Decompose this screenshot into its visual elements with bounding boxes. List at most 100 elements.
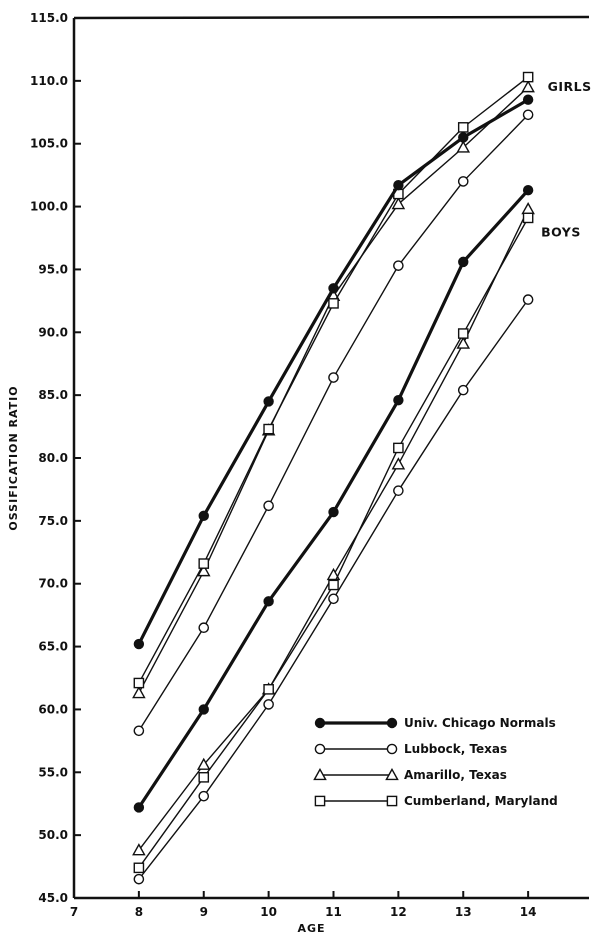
- x-tick-label: 8: [135, 905, 143, 919]
- data-point-girls: [198, 510, 209, 522]
- axes: [72, 15, 590, 900]
- y-tick-label: 115.0: [30, 11, 68, 25]
- legend-marker: [385, 767, 399, 781]
- x-tick-label: 13: [455, 905, 472, 919]
- y-tick-label: 110.0: [30, 74, 68, 88]
- data-point-boys: [328, 506, 339, 518]
- data-point-girls: [263, 423, 274, 435]
- data-point-girls: [133, 638, 145, 650]
- data-point-girls: [133, 725, 145, 737]
- legend-item: Amarillo, Texas: [313, 767, 507, 782]
- series-univ-chicago-normals-girls: [133, 94, 534, 650]
- data-point-boys: [263, 596, 274, 607]
- data-point-boys: [393, 394, 404, 406]
- data-point-boys: [522, 294, 534, 305]
- x-ticks: 7 8 9 10 11 12 13 14: [70, 891, 537, 919]
- series-univ-chicago-normals-boys: [133, 185, 534, 813]
- data-point-girls: [521, 80, 535, 93]
- data-point-boys: [328, 593, 339, 605]
- data-point-girls: [391, 197, 406, 210]
- series-amarillo-texas-girls: [132, 80, 535, 699]
- series-cumberland-maryland-girls: [133, 71, 534, 689]
- data-point-boys: [457, 328, 469, 339]
- legend-marker: [313, 767, 327, 781]
- data-point-girls: [328, 283, 339, 294]
- data-point-girls: [457, 176, 469, 187]
- group-labels: GIRLS BOYS: [541, 79, 591, 240]
- series-line-girls: [138, 114, 529, 732]
- data-point-girls: [198, 622, 210, 634]
- legend-item: Lubbock, Texas: [314, 742, 507, 756]
- series-lubbock-texas-boys: [133, 294, 534, 885]
- legend: Univ. Chicago Normals Lubbock, Texas Amari…: [313, 716, 558, 808]
- y-tick-label: 55.0: [38, 765, 68, 779]
- x-tick-label: 7: [70, 905, 78, 919]
- data-point-boys: [328, 579, 339, 591]
- y-tick-label: 105.0: [30, 137, 68, 151]
- data-point-boys: [133, 802, 145, 813]
- series-line-girls: [137, 98, 530, 646]
- group-label-boys: BOYS: [541, 225, 581, 240]
- legend-label: Lubbock, Texas: [404, 742, 507, 756]
- legend-label: Amarillo, Texas: [404, 768, 507, 782]
- series-lubbock-texas-girls: [133, 109, 534, 737]
- data-point-boys: [326, 567, 341, 581]
- data-point-boys: [522, 212, 534, 224]
- data-point-boys: [132, 843, 146, 856]
- y-tick-label: 45.0: [38, 891, 68, 905]
- x-axis-title: AGE: [297, 922, 325, 935]
- data-point-girls: [132, 686, 146, 699]
- x-tick-label: 9: [200, 905, 208, 919]
- data-point-boys: [521, 202, 535, 215]
- data-point-girls: [393, 179, 404, 191]
- x-tick-label: 12: [390, 905, 407, 919]
- data-point-girls: [393, 260, 404, 271]
- x-tick-label: 14: [520, 905, 537, 919]
- legend-marker: [386, 743, 398, 755]
- data-point-boys: [393, 442, 404, 454]
- legend-marker: [314, 717, 326, 729]
- y-tick-label: 80.0: [38, 451, 68, 465]
- data-point-girls: [457, 122, 469, 133]
- x-tick-label: 10: [260, 905, 277, 919]
- data-point-girls: [196, 564, 211, 577]
- legend-marker: [314, 795, 326, 807]
- legend-marker: [314, 743, 326, 755]
- data-point-boys: [393, 485, 404, 496]
- y-tick-label: 70.0: [38, 577, 68, 591]
- data-point-girls: [522, 94, 534, 105]
- y-tick-label: 100.0: [30, 200, 68, 214]
- data-point-boys: [456, 336, 471, 349]
- y-tick-label: 50.0: [38, 828, 68, 842]
- data-point-girls: [328, 298, 339, 309]
- data-point-boys: [263, 699, 274, 710]
- y-tick-label: 65.0: [38, 640, 68, 654]
- y-tick-label: 60.0: [38, 702, 68, 716]
- data-point-boys: [457, 384, 469, 396]
- legend-label: Univ. Chicago Normals: [404, 716, 556, 730]
- data-point-girls: [522, 71, 534, 83]
- y-tick-label: 75.0: [38, 514, 68, 528]
- legend-item: Univ. Chicago Normals: [314, 716, 556, 730]
- top-axis-line: [73, 15, 590, 20]
- data-point-boys: [391, 457, 406, 470]
- series-cumberland-maryland-boys: [133, 212, 534, 874]
- data-point-boys: [198, 704, 209, 715]
- data-point-girls: [456, 140, 471, 153]
- x-tick-label: 11: [325, 905, 342, 919]
- data-point-girls: [522, 109, 534, 121]
- data-point-boys: [133, 862, 145, 874]
- legend-marker: [386, 717, 398, 729]
- data-point-boys: [198, 772, 210, 783]
- legend-label: Cumberland, Maryland: [404, 794, 558, 808]
- data-point-boys: [458, 256, 469, 268]
- data-point-boys: [522, 185, 534, 196]
- data-point-boys: [198, 790, 210, 802]
- series-layer: [132, 71, 535, 885]
- data-point-girls: [263, 500, 274, 512]
- data-point-boys: [196, 757, 211, 770]
- data-point-girls: [198, 558, 210, 569]
- data-point-boys: [133, 873, 145, 885]
- series-line-boys: [137, 188, 530, 810]
